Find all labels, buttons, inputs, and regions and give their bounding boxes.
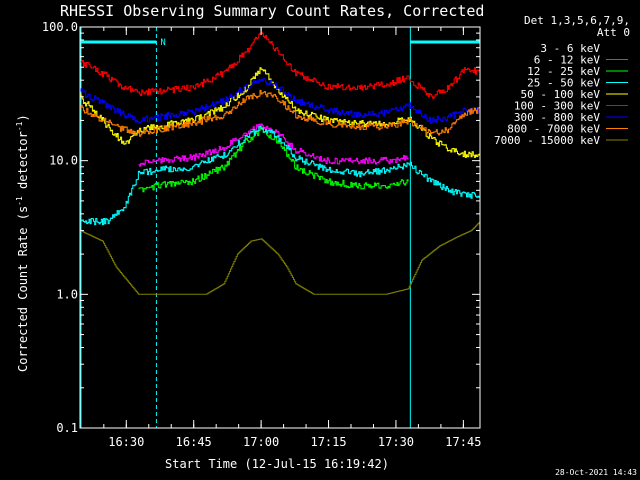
series-line-6 — [80, 78, 481, 124]
y-axis-label: Corrected Count Rate (s-1 detector-1) — [15, 114, 30, 372]
series-line-7 — [80, 89, 481, 137]
y-axis-label-sup2: -1 — [15, 121, 24, 131]
series-line-3 — [80, 125, 481, 226]
y-axis-label-end: ) — [16, 114, 30, 121]
legend-entry-label-3: 25 - 50 keV — [527, 77, 600, 90]
legend-entry-label-2: 12 - 25 keV — [527, 65, 600, 78]
legend-entry-label-7: 800 - 7000 keV — [507, 123, 600, 136]
x-tick-label-5: 17:45 — [445, 435, 481, 449]
x-tick-label-3: 17:15 — [310, 435, 346, 449]
legend-entry-label-1: 6 - 12 keV — [534, 54, 601, 67]
x-tick-label-0: 16:30 — [108, 435, 144, 449]
timestamp: 28-Oct-2021 14:43 — [555, 468, 637, 477]
legend-header-1: Att 0 — [597, 26, 630, 39]
x-axis-label: Start Time (12-Jul-15 16:19:42) — [165, 457, 389, 471]
series-line-1 — [138, 123, 409, 167]
x-tick-label-1: 16:45 — [176, 435, 212, 449]
y-axis-label-sup1: -1 — [15, 196, 24, 206]
legend-entry-label-6: 300 - 800 keV — [514, 111, 600, 124]
axes-frame — [79, 26, 481, 429]
legend-entry-label-0: 3 - 6 keV — [540, 42, 600, 55]
axes: 100.0 10.0 1.0 0.1 16:30 16:45 17:00 17:15 17:30… — [42, 20, 482, 449]
series-line-2 — [138, 128, 409, 193]
y-tick-label-3: 0.1 — [56, 421, 78, 435]
y-axis-label-main: Corrected Count Rate (s — [16, 206, 30, 372]
legend-entry-label-4: 50 - 100 keV — [521, 88, 601, 101]
series-line-5 — [80, 31, 481, 100]
chart-title: RHESSI Observing Summary Count Rates, Co… — [60, 2, 484, 20]
series-line-4 — [80, 67, 481, 158]
night-marker-label: N — [160, 38, 165, 48]
legend-entry-label-8: 7000 - 15000 keV — [494, 134, 600, 147]
y-tick-label-0: 100.0 — [42, 20, 78, 34]
x-tick-label-2: 17:00 — [243, 435, 279, 449]
y-tick-label-2: 1.0 — [56, 287, 78, 301]
y-axis-label-mid: detector — [16, 131, 30, 196]
y-tick-label-1: 10.0 — [49, 154, 78, 168]
legend-header-0: Det 1,3,5,6,7,9, — [524, 14, 630, 27]
series-line-0 — [156, 95, 481, 128]
series-layer — [80, 31, 481, 295]
legend-entry-label-5: 100 - 300 keV — [514, 100, 600, 113]
x-tick-label-4: 17:30 — [378, 435, 414, 449]
series-line-8 — [80, 221, 481, 295]
